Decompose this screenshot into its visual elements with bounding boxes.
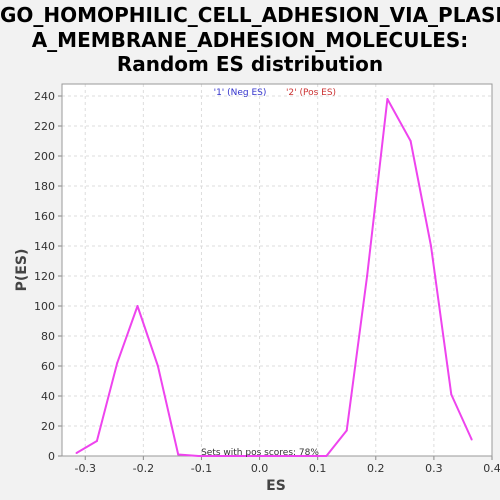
x-tick-label: 0.4 xyxy=(483,462,500,475)
data-point xyxy=(429,245,432,247)
data-point xyxy=(325,455,328,457)
legend-entry-neg-es: '1' (Neg ES) xyxy=(214,88,267,98)
y-tick-label: 200 xyxy=(34,150,55,163)
y-tick-label: 140 xyxy=(34,240,55,253)
data-point xyxy=(75,452,78,454)
chart-title-line-3: Random ES distribution xyxy=(116,52,384,76)
data-point xyxy=(95,440,98,442)
pos-scores-annotation: Sets with pos scores: 78% xyxy=(201,448,319,458)
data-point xyxy=(450,393,453,396)
y-tick-label: 100 xyxy=(34,300,55,313)
legend-entry-pos-es: '2' (Pos ES) xyxy=(286,88,336,98)
plot-area xyxy=(62,84,492,456)
y-tick-label: 40 xyxy=(41,390,55,403)
data-point xyxy=(217,455,220,457)
data-point xyxy=(386,98,389,100)
data-point xyxy=(136,305,139,307)
y-tick-label: 20 xyxy=(41,420,55,433)
data-point xyxy=(156,365,159,367)
data-point xyxy=(116,362,119,364)
x-tick-label: 0.3 xyxy=(425,462,443,475)
chart-title-line-2: A_MEMBRANE_ADHESION_MOLECULES: xyxy=(31,28,469,52)
x-tick-label: -0.2 xyxy=(133,462,154,475)
y-tick-label: 160 xyxy=(34,210,55,223)
series xyxy=(75,98,473,457)
data-point xyxy=(278,455,281,457)
legend: '1' (Neg ES) '2' (Pos ES) xyxy=(214,88,336,98)
x-tick-label: 0.2 xyxy=(367,462,385,475)
y-tick-label: 120 xyxy=(34,270,55,283)
data-point xyxy=(197,455,200,457)
y-tick-label: 0 xyxy=(48,450,55,463)
data-point xyxy=(258,455,261,457)
data-point xyxy=(345,429,348,432)
y-tick-label: 180 xyxy=(34,180,55,193)
x-tick-label: 0.0 xyxy=(251,462,269,475)
x-tick-label: 0.1 xyxy=(309,462,327,475)
series-line xyxy=(75,98,473,457)
data-point xyxy=(366,275,369,277)
data-point xyxy=(470,438,473,441)
data-point xyxy=(299,455,302,457)
y-tick-label: 220 xyxy=(34,120,55,133)
data-point xyxy=(409,140,412,142)
y-tick-label: 80 xyxy=(41,330,55,343)
data-point xyxy=(238,455,241,457)
data-point xyxy=(177,453,180,456)
y-tick-label: 60 xyxy=(41,360,55,373)
y-axis-label: P(ES) xyxy=(14,249,30,292)
x-axis-label: ES xyxy=(266,478,286,494)
x-tick-label: -0.1 xyxy=(191,462,212,475)
x-tick-label: -0.3 xyxy=(75,462,96,475)
chart-title-line-1: GO_HOMOPHILIC_CELL_ADHESION_VIA_PLASM xyxy=(0,3,500,27)
y-tick-label: 240 xyxy=(34,90,55,103)
